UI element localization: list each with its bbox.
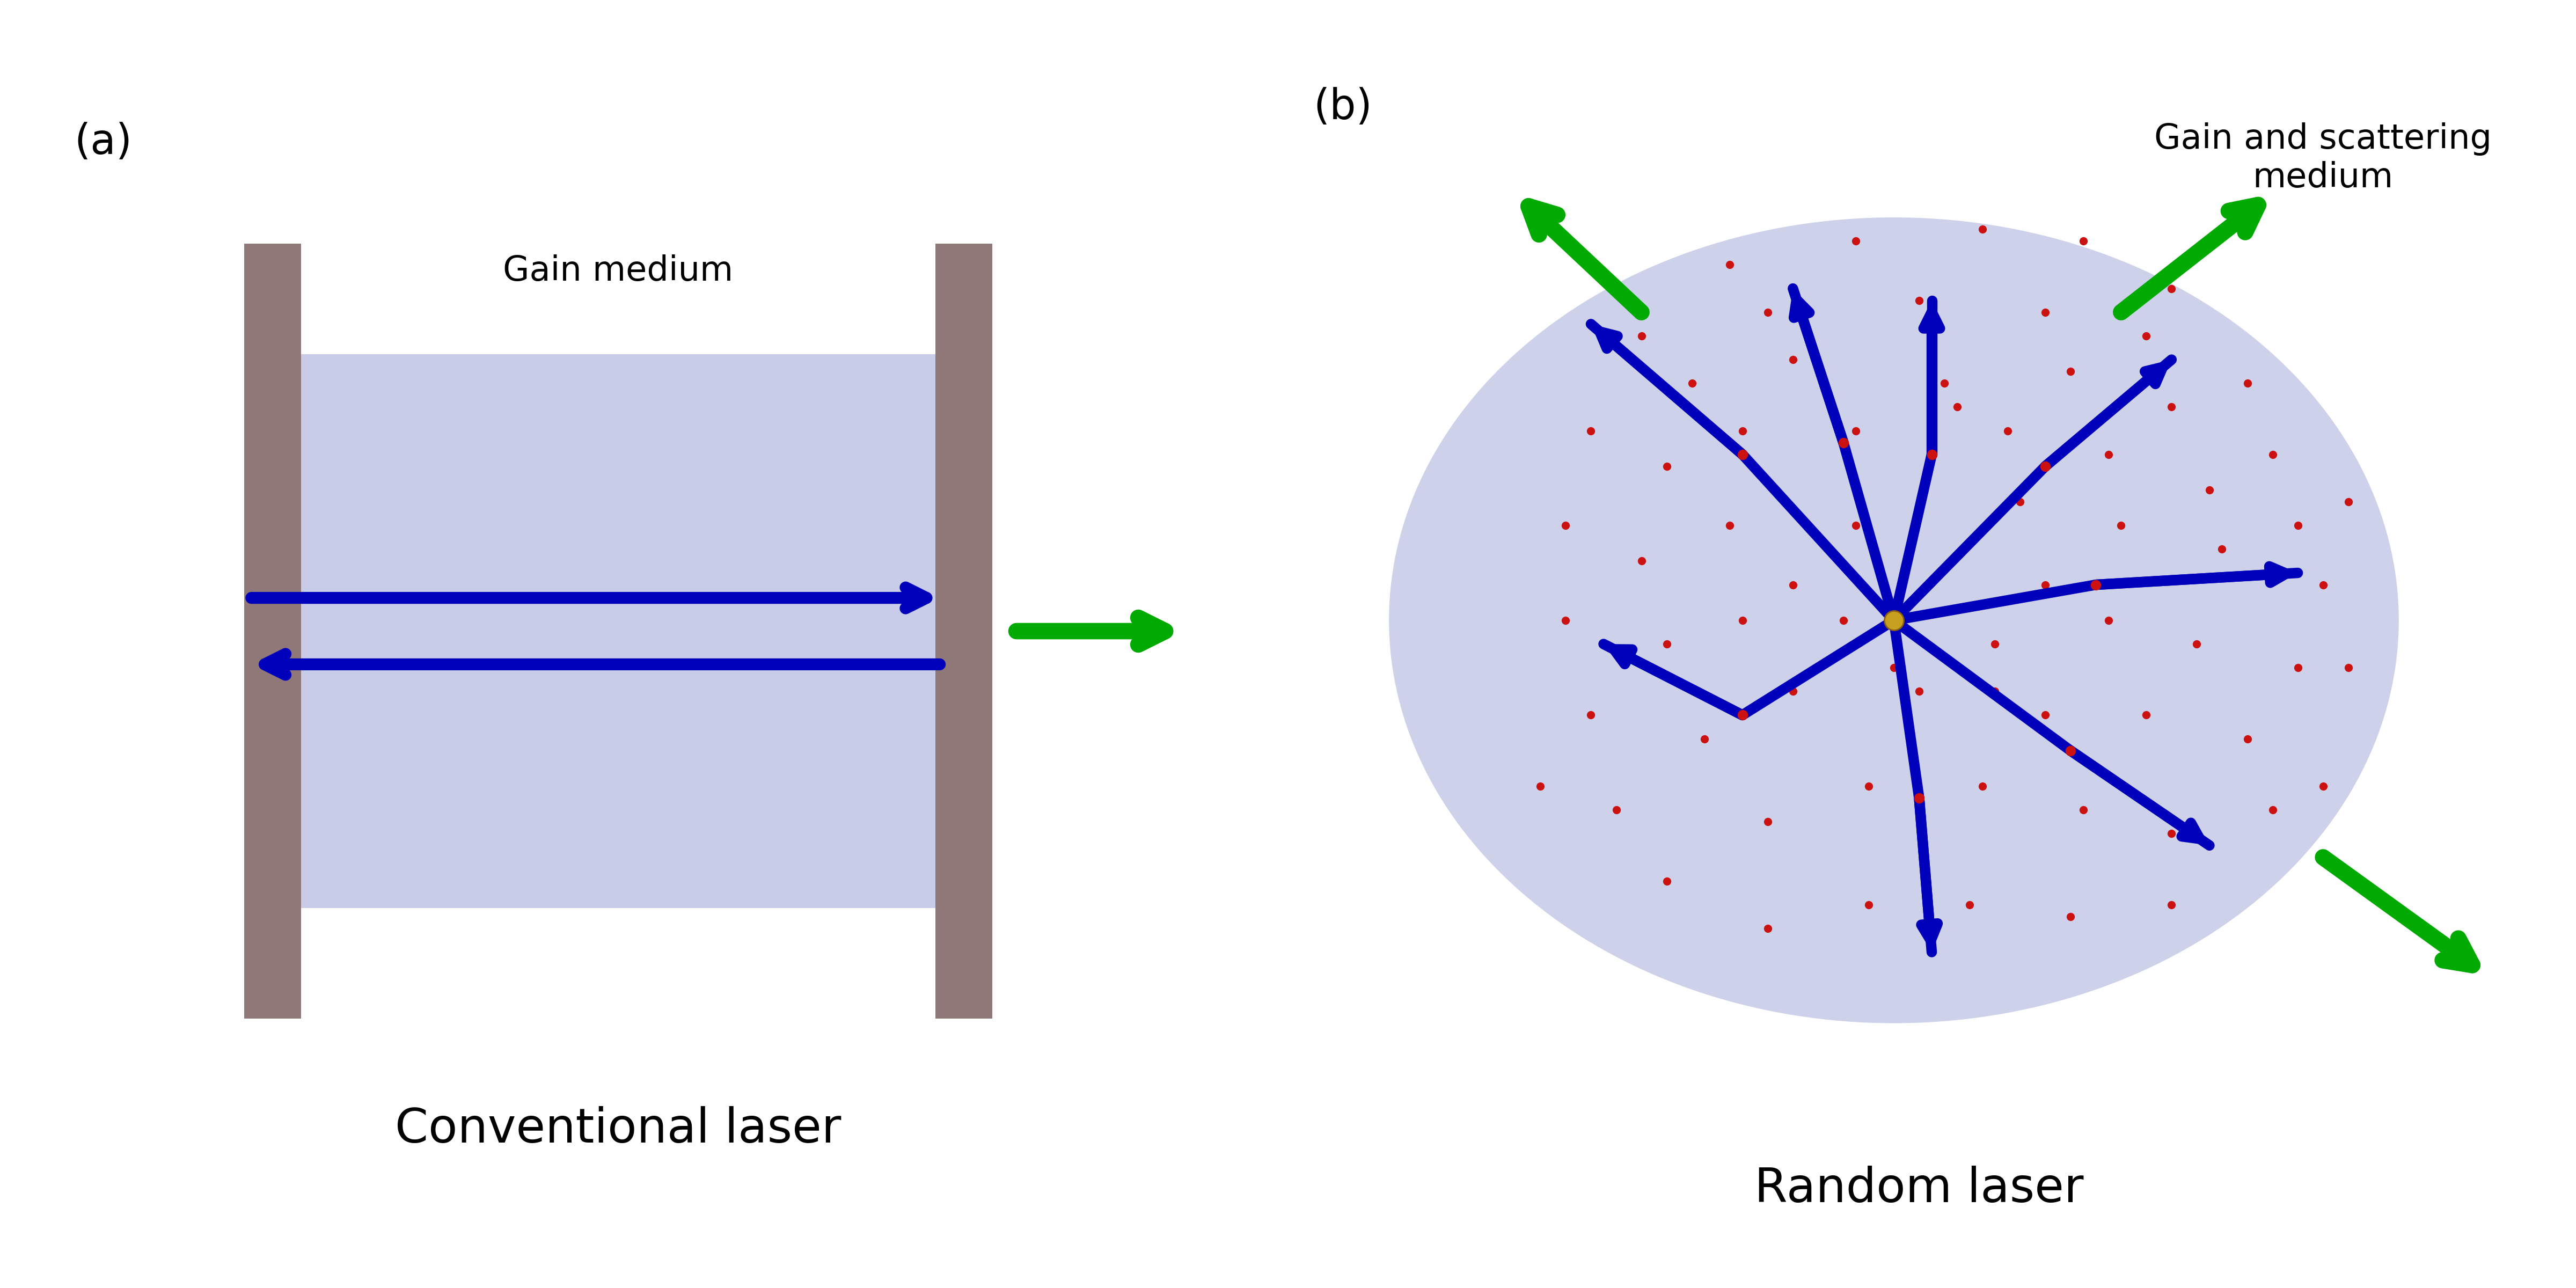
Ellipse shape <box>1388 218 2398 1023</box>
Text: Conventional laser: Conventional laser <box>394 1106 842 1153</box>
Text: Random laser: Random laser <box>1754 1166 2084 1212</box>
Text: (a): (a) <box>75 121 131 162</box>
Text: Gain and scattering
medium: Gain and scattering medium <box>2154 122 2491 194</box>
Bar <box>935 243 992 1019</box>
Text: (b): (b) <box>1314 88 1373 128</box>
Text: Gain medium: Gain medium <box>502 255 734 287</box>
Bar <box>301 354 935 908</box>
Bar <box>245 243 301 1019</box>
